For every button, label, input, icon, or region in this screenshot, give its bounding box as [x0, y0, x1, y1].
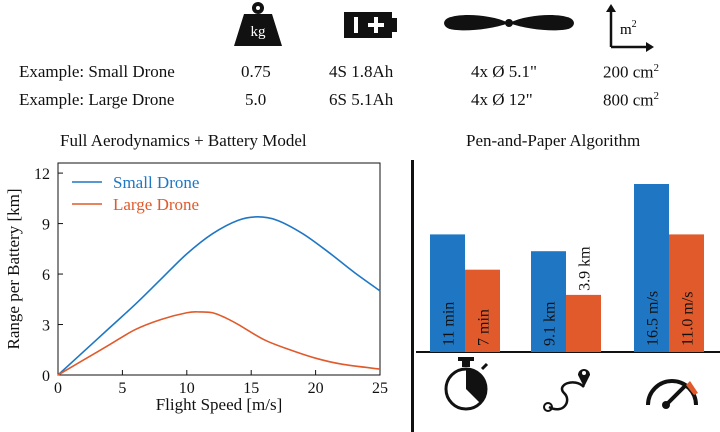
large-drone-bar — [566, 294, 601, 352]
range-line-chart: 0 5 10 15 20 25 0 3 6 9 12 Flight Speed [m/s] Range … — [4, 162, 388, 414]
bar-value-label: 11 min — [441, 302, 458, 346]
small-drone-bar — [531, 251, 566, 352]
bar-value-label: 3.9 km — [577, 246, 594, 291]
x-tick-label: 10 — [179, 380, 195, 397]
prop-value: 4x Ø 5.1" — [471, 62, 537, 81]
battery-icon — [344, 12, 397, 38]
plot-frame — [57, 162, 381, 376]
bar-value-label: 9.1 km — [542, 301, 559, 346]
area-icon: m2 — [606, 4, 654, 52]
y-tick-label: 9 — [42, 217, 50, 234]
speedometer-icon — [646, 379, 698, 409]
battery-value: 4S 1.8Ah — [329, 62, 394, 81]
large-drone-bar — [465, 269, 500, 352]
drone-label: Example: Small Drone — [19, 62, 175, 81]
legend-label: Large Drone — [113, 195, 199, 214]
spec-header-icons: kg m2 — [234, 2, 654, 52]
x-tick-label: 0 — [54, 380, 62, 397]
route-icon — [543, 369, 590, 412]
weight-unit: kg — [251, 24, 267, 40]
stopwatch-icon — [444, 357, 489, 411]
small-drone-bar — [634, 184, 669, 352]
area-unit: m2 — [620, 19, 637, 38]
pen-paper-bar-chart: 11 min 7 min 9.1 km 3.9 km 16.5 m/s 11.0 m/s — [416, 184, 720, 412]
bar-value-label: 11.0 m/s — [680, 291, 697, 346]
large-drone-line — [57, 311, 381, 376]
y-tick-label: 3 — [42, 318, 50, 335]
panel-divider — [411, 160, 414, 432]
mass-value: 0.75 — [241, 62, 271, 81]
y-tick-label: 0 — [42, 368, 50, 385]
area-value: 200 cm2 — [603, 62, 660, 82]
bar-value-label: 16.5 m/s — [645, 291, 662, 346]
bar-value-label: 7 min — [476, 309, 493, 346]
drone-label: Example: Large Drone — [19, 90, 175, 109]
y-axis-label: Range per Battery [km] — [4, 189, 23, 350]
line-chart-title: Full Aerodynamics + Battery Model — [60, 131, 307, 150]
x-tick-label: 20 — [308, 380, 324, 397]
area-value: 800 cm2 — [603, 90, 660, 110]
small-drone-line — [57, 216, 381, 376]
x-tick-label: 15 — [243, 380, 259, 397]
prop-value: 4x Ø 12" — [471, 90, 533, 109]
x-tick-label: 5 — [118, 380, 126, 397]
spec-row-large: Example: Large Drone 5.0 6S 5.1Ah 4x Ø 1… — [0, 90, 720, 114]
large-drone-bar — [669, 234, 704, 352]
small-drone-bar — [430, 234, 465, 352]
propeller-icon — [444, 15, 574, 31]
x-axis-label: Flight Speed [m/s] — [156, 395, 283, 414]
mass-value: 5.0 — [245, 90, 267, 109]
x-tick-label: 25 — [372, 380, 388, 397]
bar-chart-title: Pen-and-Paper Algorithm — [466, 131, 641, 150]
battery-value: 6S 5.1Ah — [329, 90, 394, 109]
spec-row-small: Example: Small Drone 0.75 4S 1.8Ah 4x Ø … — [0, 62, 720, 86]
y-tick-label: 6 — [42, 267, 50, 284]
y-tick-label: 12 — [34, 166, 50, 183]
legend-label: Small Drone — [113, 173, 199, 192]
weight-icon: kg — [234, 2, 282, 46]
